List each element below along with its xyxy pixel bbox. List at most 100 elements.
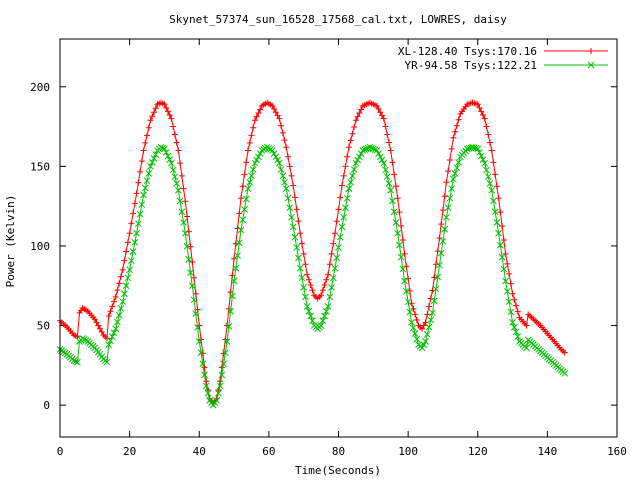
- data-point: [121, 290, 128, 298]
- data-point: [136, 210, 144, 218]
- data-point: [509, 319, 516, 326]
- data-point: [450, 134, 457, 141]
- data-point: [295, 254, 302, 262]
- plot-frame: [59, 38, 618, 438]
- data-point: [97, 325, 104, 332]
- data-point: [121, 257, 128, 264]
- data-point: [420, 341, 428, 349]
- data-point: [278, 122, 285, 129]
- data-point: [436, 235, 443, 241]
- data-point: [317, 322, 325, 329]
- data-point: [330, 240, 337, 247]
- data-point: [394, 229, 402, 237]
- data-point: [319, 317, 327, 325]
- data-point: [375, 106, 382, 113]
- y-axis-label: Power (Kelvin): [4, 195, 17, 288]
- data-point: [443, 213, 450, 221]
- data-point: [296, 264, 304, 272]
- data-point: [398, 223, 405, 230]
- data-point: [352, 117, 359, 124]
- data-point: [405, 275, 412, 282]
- data-point: [227, 307, 234, 315]
- data-point: [378, 156, 386, 164]
- data-point: [497, 209, 504, 216]
- data-point: [418, 344, 426, 352]
- data-point: [349, 130, 356, 137]
- y-tick-label: 50: [37, 320, 50, 333]
- data-point: [406, 287, 413, 294]
- data-point: [173, 139, 180, 146]
- data-point: [403, 263, 410, 270]
- data-point: [234, 252, 241, 259]
- data-point: [243, 159, 250, 166]
- data-point: [561, 369, 569, 377]
- data-point: [250, 124, 257, 131]
- data-point: [144, 132, 151, 139]
- data-point: [187, 269, 194, 276]
- data-point: [500, 265, 508, 273]
- data-point: [276, 115, 283, 122]
- data-point: [171, 173, 179, 181]
- data-point: [352, 159, 360, 167]
- data-point: [406, 308, 414, 316]
- data-point: [474, 145, 482, 153]
- data-point: [390, 208, 398, 216]
- data-point: [329, 274, 337, 282]
- data-point: [98, 328, 105, 335]
- data-point: [399, 236, 406, 243]
- data-point: [178, 172, 185, 179]
- data-point: [307, 281, 314, 288]
- data-point: [244, 147, 251, 154]
- data-point: [397, 253, 405, 261]
- data-point: [377, 109, 384, 116]
- data-point: [453, 164, 461, 172]
- data-point: [307, 312, 315, 320]
- data-point: [383, 173, 391, 181]
- data-point: [298, 240, 305, 247]
- data-point: [190, 296, 198, 304]
- data-point: [392, 183, 399, 190]
- data-point: [124, 239, 131, 246]
- data-point: [322, 307, 330, 315]
- data-point: [500, 236, 507, 243]
- data-point: [303, 303, 311, 310]
- data-point: [277, 166, 285, 173]
- data-point: [513, 302, 520, 309]
- data-point: [335, 206, 342, 213]
- data-point: [396, 209, 403, 216]
- data-point: [486, 180, 494, 187]
- data-point: [452, 128, 459, 135]
- data-point: [319, 287, 326, 294]
- data-point: [72, 358, 80, 365]
- data-point: [300, 250, 307, 257]
- data-point: [130, 210, 137, 217]
- data-point: [412, 311, 419, 318]
- data-point: [138, 158, 145, 165]
- data-point: [112, 293, 119, 300]
- data-point: [380, 115, 387, 122]
- data-point: [141, 184, 149, 192]
- data-point: [354, 156, 362, 164]
- data-point: [145, 124, 152, 131]
- data-point: [427, 295, 434, 302]
- data-point: [142, 139, 149, 146]
- data-point: [455, 159, 462, 166]
- data-point: [497, 241, 504, 249]
- data-point: [248, 132, 255, 139]
- data-point: [272, 153, 280, 161]
- legend-marker: [588, 48, 594, 54]
- data-point: [318, 292, 325, 299]
- data-point: [279, 172, 287, 180]
- data-point: [298, 274, 306, 282]
- data-point: [117, 273, 124, 280]
- data-point: [134, 220, 142, 228]
- data-point: [133, 229, 140, 237]
- x-tick-label: 0: [57, 445, 64, 458]
- data-point: [340, 213, 348, 221]
- data-point: [342, 163, 349, 170]
- data-point: [131, 239, 139, 246]
- data-point: [427, 316, 435, 324]
- data-point: [288, 213, 295, 221]
- data-point: [164, 152, 172, 160]
- data-point: [324, 303, 332, 310]
